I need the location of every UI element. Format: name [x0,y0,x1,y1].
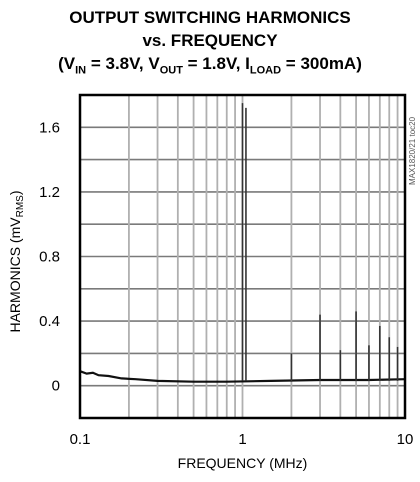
y-axis-label-close: ) [7,190,23,195]
x-tick-label: 0.1 [70,431,91,448]
y-tick-label: 1.6 [39,119,60,136]
y-axis-label-main: HARMONICS (mV [7,217,23,333]
y-tick-label: 0.4 [39,313,60,330]
y-axis-label-sub: RMS [15,195,26,218]
side-note: MAX1820/21 toc20 [408,116,417,185]
x-axis-label: FREQUENCY (MHz) [178,455,308,471]
x-tick-label: 1 [238,431,246,448]
y-axis-label: HARMONICS (mVRMS) [7,190,26,332]
y-tick-label: 0 [52,378,60,395]
y-tick-label: 1.2 [39,184,60,201]
y-tick-label: 0.8 [39,249,60,266]
x-tick-label: 10 [397,431,414,448]
